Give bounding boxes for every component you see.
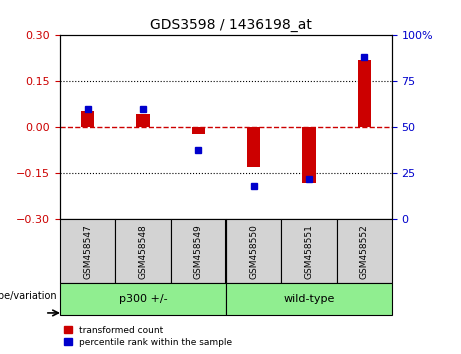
Text: genotype/variation: genotype/variation [0, 291, 57, 301]
Bar [136, 114, 149, 127]
Text: GSM458552: GSM458552 [360, 224, 369, 279]
FancyBboxPatch shape [60, 283, 226, 315]
Text: GSM458551: GSM458551 [304, 224, 313, 279]
FancyBboxPatch shape [171, 219, 226, 283]
Legend: transformed count, percentile rank within the sample: transformed count, percentile rank withi… [65, 326, 232, 347]
FancyBboxPatch shape [337, 219, 392, 283]
Text: GSM458548: GSM458548 [138, 224, 148, 279]
Bar [358, 60, 371, 127]
Text: GSM458550: GSM458550 [249, 224, 258, 279]
FancyBboxPatch shape [115, 219, 171, 283]
Text: p300 +/-: p300 +/- [118, 294, 167, 304]
Bar [192, 127, 205, 133]
FancyBboxPatch shape [226, 219, 281, 283]
Bar [302, 127, 315, 183]
Text: GSM458549: GSM458549 [194, 224, 203, 279]
Text: GSM458547: GSM458547 [83, 224, 92, 279]
FancyBboxPatch shape [60, 219, 115, 283]
FancyBboxPatch shape [281, 219, 337, 283]
Bar [247, 127, 260, 167]
Text: wild-type: wild-type [283, 294, 335, 304]
Bar [81, 110, 94, 127]
FancyBboxPatch shape [226, 283, 392, 315]
Text: GDS3598 / 1436198_at: GDS3598 / 1436198_at [149, 18, 312, 32]
